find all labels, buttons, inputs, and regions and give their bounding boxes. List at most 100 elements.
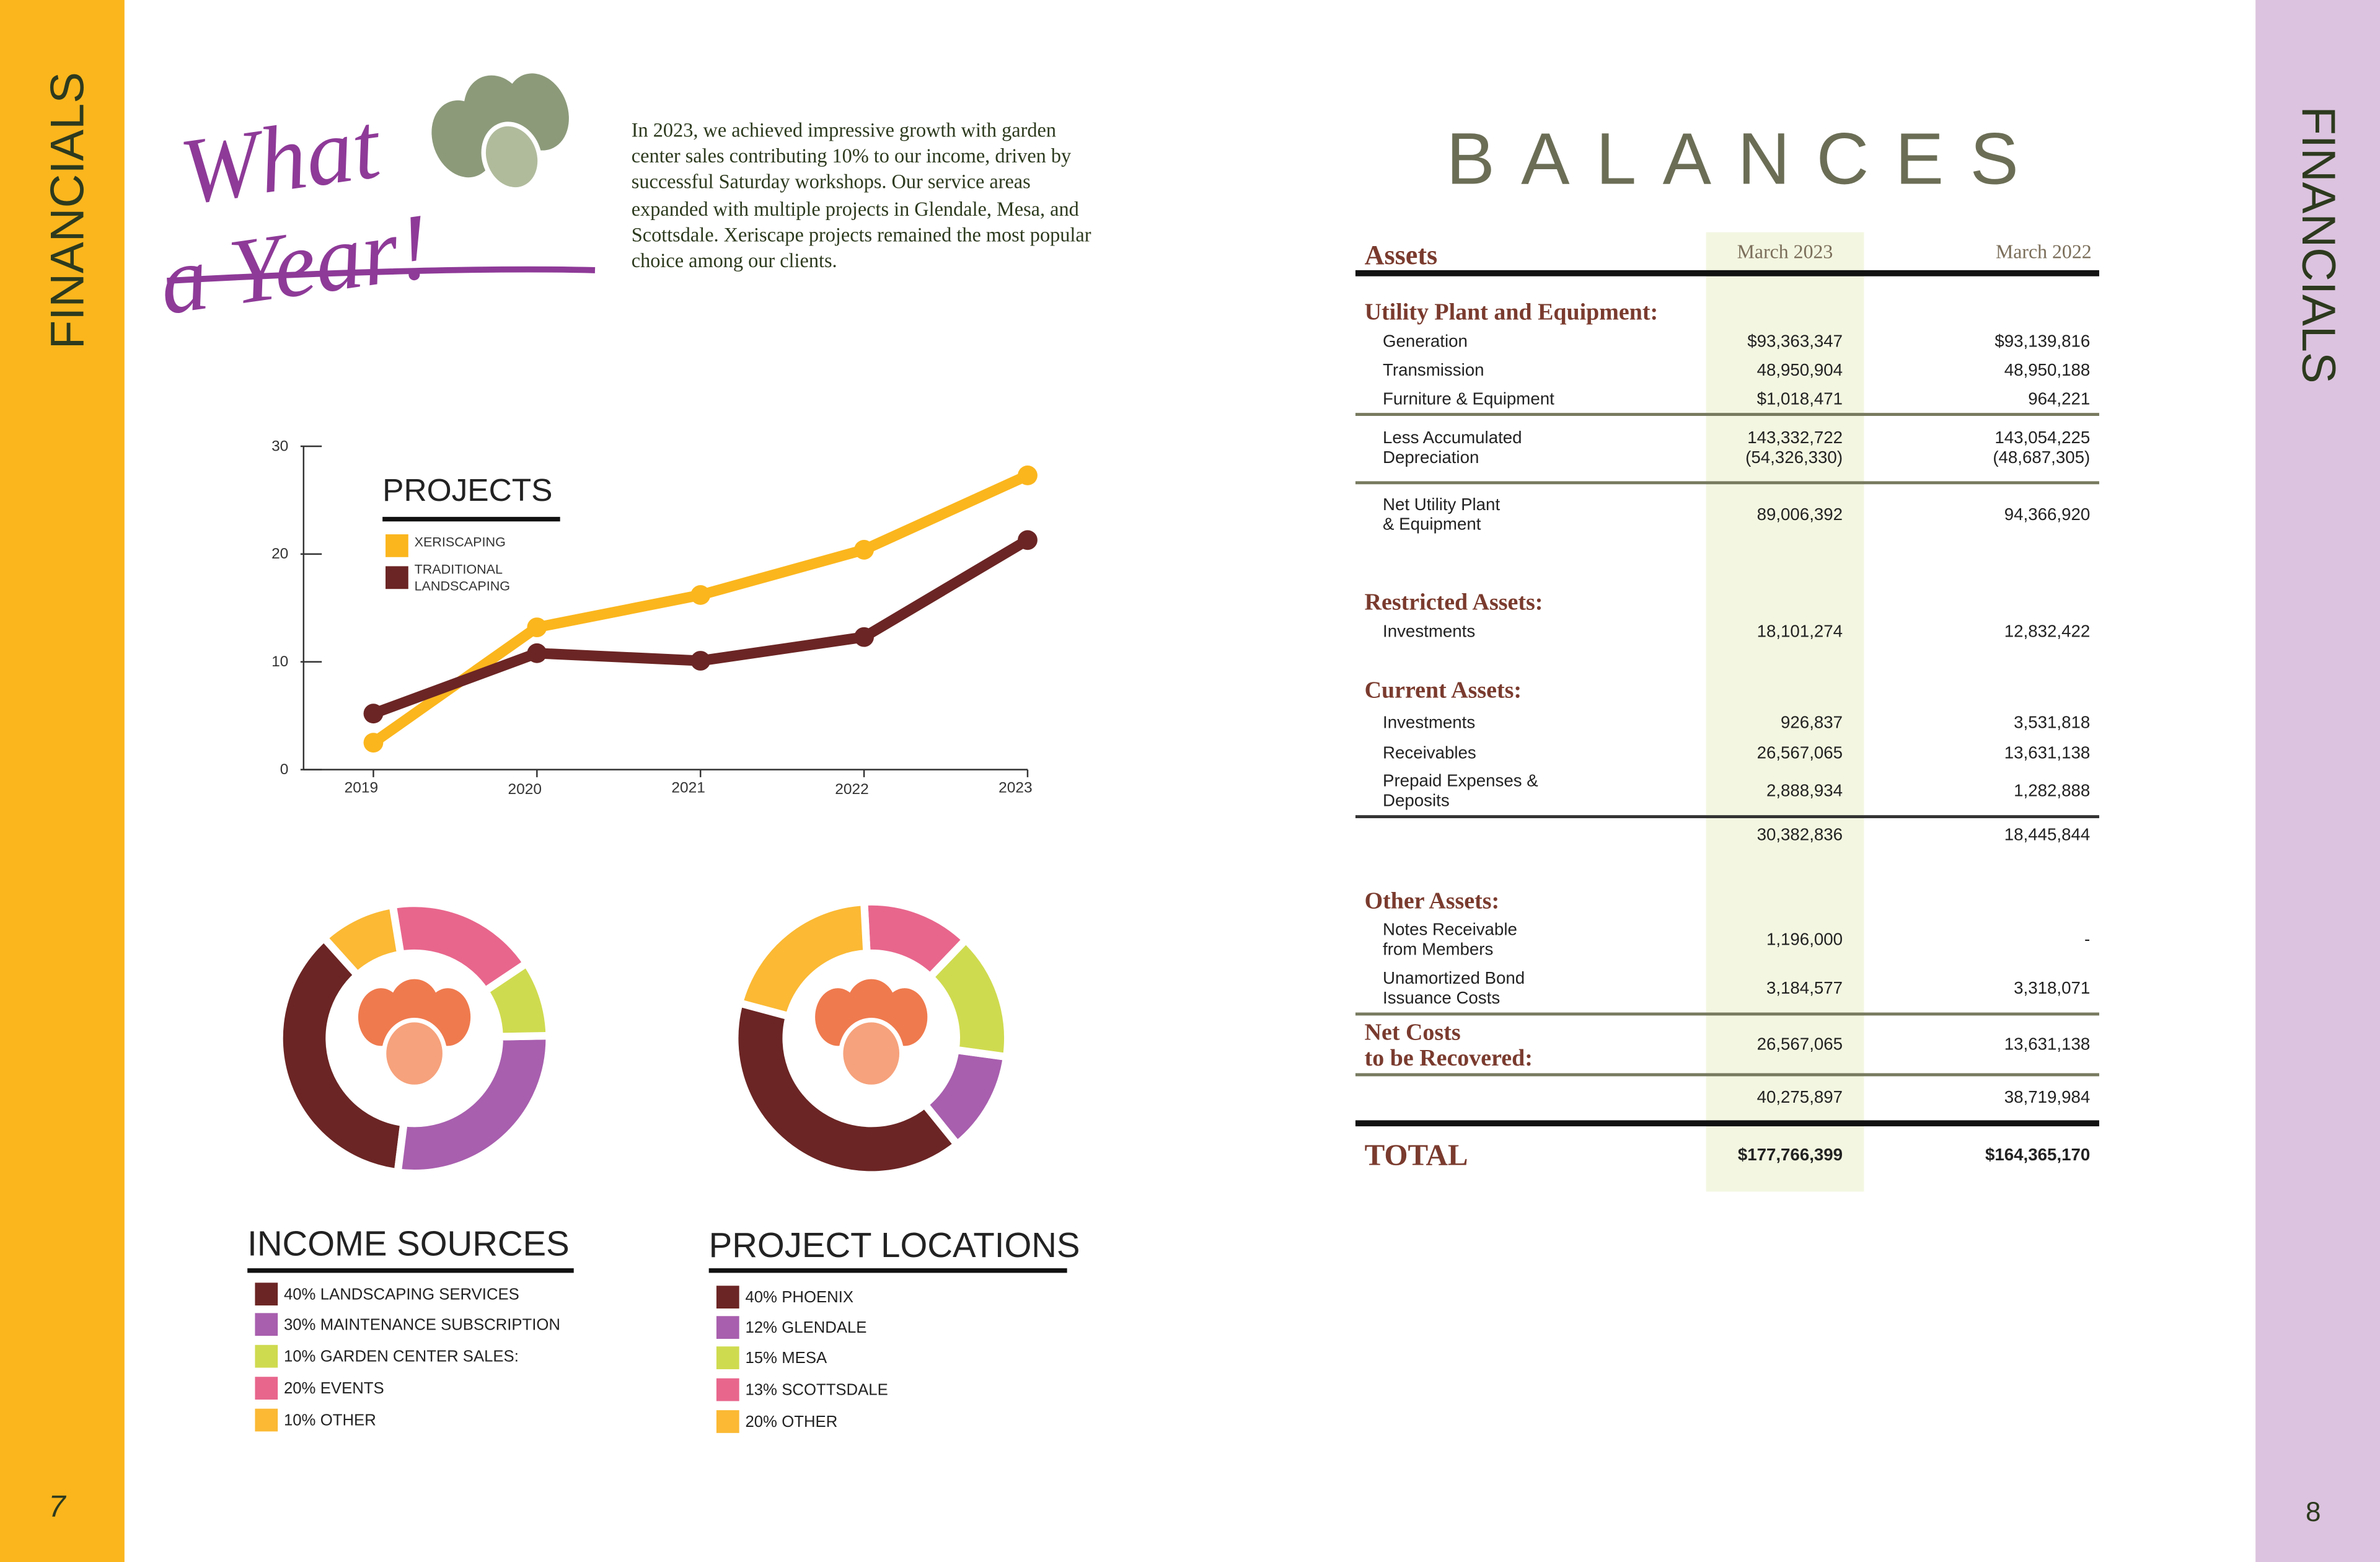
x-tick-label: 2020 [508, 781, 542, 798]
cell-value: 30,382,836 [1756, 826, 1843, 845]
cell-value: 38,719,984 [2004, 1089, 2091, 1108]
cell-value: 143,054,225 (48,687,305) [1993, 430, 2091, 468]
table-header: March 2023 [1737, 239, 1833, 263]
legend-percent: 12% [745, 1319, 777, 1338]
legend-category: PHOENIX [782, 1289, 854, 1307]
legend-category: MAINTENANCE SUBSCRIPTION [320, 1316, 560, 1335]
legend-category: LANDSCAPING SERVICES [320, 1286, 519, 1304]
balances-title: BALANCES [1446, 120, 2045, 201]
cell-value: 3,184,577 [1766, 979, 1843, 999]
chart-title: PROJECT LOCATIONS [708, 1225, 1080, 1265]
y-tick-label: 30 [271, 438, 288, 454]
data-point [854, 540, 875, 560]
headline: What a Year! [153, 95, 436, 335]
cell-value: 926,837 [1781, 714, 1843, 733]
petal [481, 121, 542, 192]
petal [381, 1018, 447, 1090]
legend-percent: 13% [745, 1381, 777, 1400]
legend-category: EVENTS [320, 1380, 384, 1398]
legend-swatch [255, 1377, 278, 1400]
legend-label: 20% EVENTS [284, 1380, 384, 1398]
row-label: Transmission [1383, 362, 1484, 381]
legend-label: 15% MESA [745, 1349, 827, 1367]
petal [847, 979, 896, 1031]
legend-swatch [255, 1282, 278, 1306]
chart-title: PROJECTS [382, 474, 553, 509]
y-tick-label: 20 [271, 545, 288, 562]
legend-percent: 40% [283, 1286, 316, 1304]
cell-value: 40,275,897 [1756, 1089, 1843, 1108]
left-band [0, 0, 125, 1562]
legend-swatch [255, 1313, 278, 1336]
left-side-label: FINANCIALS [41, 72, 94, 350]
y-tick-label: 10 [271, 653, 288, 670]
row-label: Less Accumulated Depreciation [1383, 430, 1522, 468]
legend-category: GARDEN CENTER SALES: [320, 1348, 519, 1367]
data-point [363, 733, 384, 753]
donut-segment [734, 898, 871, 1021]
legend-swatch [716, 1316, 739, 1339]
section-heading: Restricted Assets: [1364, 589, 1543, 616]
page-number: 8 [2306, 1496, 2321, 1527]
legend-category: OTHER [782, 1413, 838, 1432]
cell-value: 48,950,188 [2004, 362, 2091, 381]
cell-value: 12,832,422 [2004, 623, 2091, 642]
cell-value: $177,766,399 [1737, 1147, 1843, 1165]
legend-percent: 10% [283, 1348, 316, 1367]
data-point [1018, 530, 1038, 550]
row-label: Furniture & Equipment [1383, 390, 1554, 410]
cell-value: 3,531,818 [2014, 714, 2091, 733]
legend-swatch [716, 1346, 739, 1369]
row-label: Investments [1383, 623, 1476, 642]
cell-value: $93,363,347 [1747, 333, 1843, 351]
row-label: Unamortized Bond Issuance Costs [1383, 969, 1525, 1008]
center-flower-icon [358, 979, 471, 1090]
row-label: Generation [1383, 333, 1468, 351]
cell-value: 13,631,138 [2004, 744, 2091, 763]
page-number: 7 [48, 1490, 66, 1524]
petal [839, 1018, 904, 1090]
cell-value: 89,006,392 [1756, 506, 1843, 525]
cell-value: - [2084, 931, 2091, 950]
data-point [690, 585, 711, 605]
donut-segment [388, 899, 532, 997]
x-tick-label: 2022 [835, 781, 868, 798]
cell-value: $93,139,816 [1994, 333, 2091, 351]
y-tick-label: 0 [280, 761, 289, 778]
cell-value: 26,567,065 [1756, 1036, 1843, 1054]
row-label: Receivables [1383, 744, 1476, 763]
cell-value: 1,282,888 [2014, 782, 2091, 801]
legend-category: GLENDALE [782, 1319, 867, 1338]
x-tick-label: 2023 [998, 779, 1032, 796]
cell-value: 18,445,844 [2004, 826, 2091, 845]
cell-value: 3,318,071 [2014, 979, 2091, 999]
cell-value: 964,221 [2028, 390, 2091, 410]
table-header: Assets [1364, 239, 1438, 270]
legend-label: 12% GLENDALE [745, 1319, 866, 1337]
table-header: March 2022 [1995, 239, 2092, 263]
row-label: Net Utility Plant & Equipment [1383, 496, 1501, 535]
cell-value: 2,888,934 [1766, 782, 1843, 801]
legend-swatch [386, 534, 408, 557]
data-point [363, 704, 384, 724]
data-point [690, 651, 711, 671]
right-band [2255, 0, 2380, 1562]
legend-percent: 10% [283, 1411, 316, 1430]
donut-segment [731, 998, 963, 1179]
legend-label: 20% OTHER [745, 1413, 837, 1431]
row-label: Prepaid Expenses & Deposits [1383, 772, 1538, 811]
data-point [1018, 466, 1038, 485]
petal [390, 979, 439, 1031]
legend-label: 40% LANDSCAPING SERVICES [284, 1286, 519, 1304]
series-line [370, 470, 1030, 748]
cell-value: 26,567,065 [1756, 744, 1843, 763]
legend-label: 40% PHOENIX [745, 1289, 853, 1307]
headline-swoosh [167, 266, 596, 284]
column-highlight [1706, 232, 1864, 1192]
legend-label: 13% SCOTTSDALE [745, 1382, 888, 1400]
total-label: TOTAL [1364, 1139, 1468, 1173]
legend-category: OTHER [320, 1411, 376, 1430]
donut-segment [319, 900, 405, 981]
legend-swatch [716, 1410, 739, 1433]
